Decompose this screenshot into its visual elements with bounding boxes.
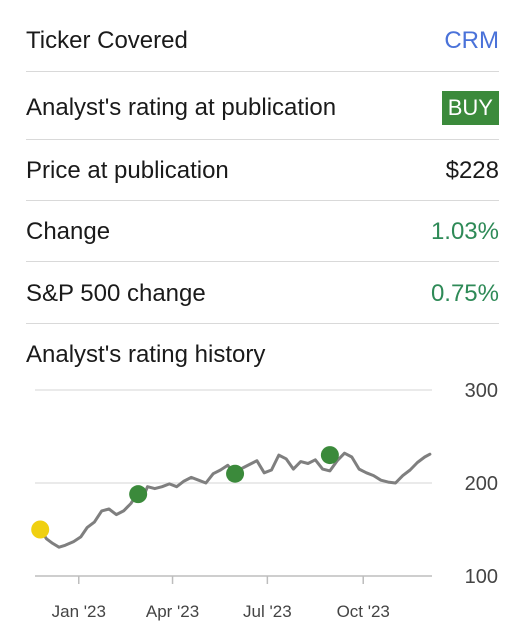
- divider: [26, 200, 499, 201]
- x-tick-label: Jan '23: [52, 602, 106, 621]
- price-value: $228: [445, 157, 499, 184]
- hold-rating-marker: [31, 520, 50, 539]
- ticker-row: Ticker Covered CRM: [26, 29, 499, 53]
- x-tick-label: Oct '23: [337, 602, 390, 621]
- price-row: Price at publication $228: [26, 159, 499, 183]
- divider: [26, 261, 499, 262]
- ticker-label: Ticker Covered: [26, 27, 188, 54]
- ticker-link[interactable]: CRM: [444, 27, 499, 54]
- y-tick-label: 300: [465, 380, 498, 402]
- divider: [26, 323, 499, 324]
- buy-badge: BUY: [441, 91, 499, 125]
- change-row: Change 1.03%: [26, 220, 499, 244]
- divider: [26, 71, 499, 72]
- y-tick-label: 200: [465, 473, 498, 495]
- sp500-label: S&P 500 change: [26, 280, 206, 307]
- sp500-row: S&P 500 change 0.75%: [26, 282, 499, 306]
- rating-label: Analyst's rating at publication: [26, 94, 337, 121]
- price-label: Price at publication: [26, 157, 229, 184]
- rating-history-title: Analyst's rating history: [26, 341, 266, 368]
- buy-rating-marker: [226, 464, 245, 483]
- buy-rating-marker: [320, 446, 339, 465]
- y-tick-label: 100: [465, 566, 498, 588]
- divider: [26, 139, 499, 140]
- buy-rating-marker: [129, 485, 148, 504]
- x-tick-label: Jul '23: [243, 602, 292, 621]
- x-tick-label: Apr '23: [146, 602, 199, 621]
- rating-row: Analyst's rating at publication BUY: [26, 91, 499, 125]
- sp500-value: 0.75%: [430, 280, 499, 307]
- change-label: Change: [26, 218, 111, 245]
- change-value: 1.03%: [430, 218, 499, 245]
- rating-history-chart: 300 200 100 Jan '23 Apr '23 Jul '23 Oct '23: [31, 380, 498, 621]
